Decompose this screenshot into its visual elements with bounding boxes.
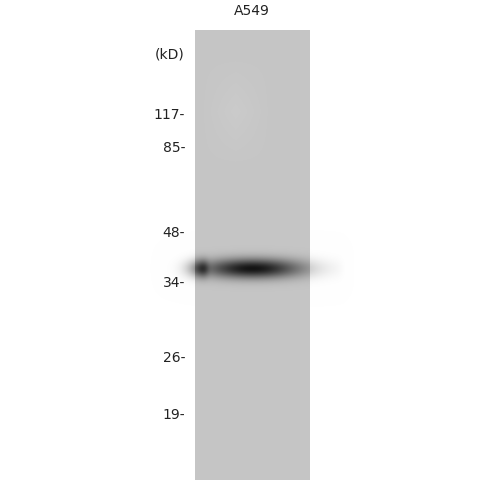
Text: 26-: 26-: [162, 351, 185, 365]
Text: 34-: 34-: [162, 276, 185, 290]
Text: (kD): (kD): [155, 48, 185, 62]
Text: 48-: 48-: [162, 226, 185, 240]
Text: A549: A549: [234, 4, 270, 18]
Text: 85-: 85-: [162, 141, 185, 155]
Text: 117-: 117-: [154, 108, 185, 122]
Text: 19-: 19-: [162, 408, 185, 422]
